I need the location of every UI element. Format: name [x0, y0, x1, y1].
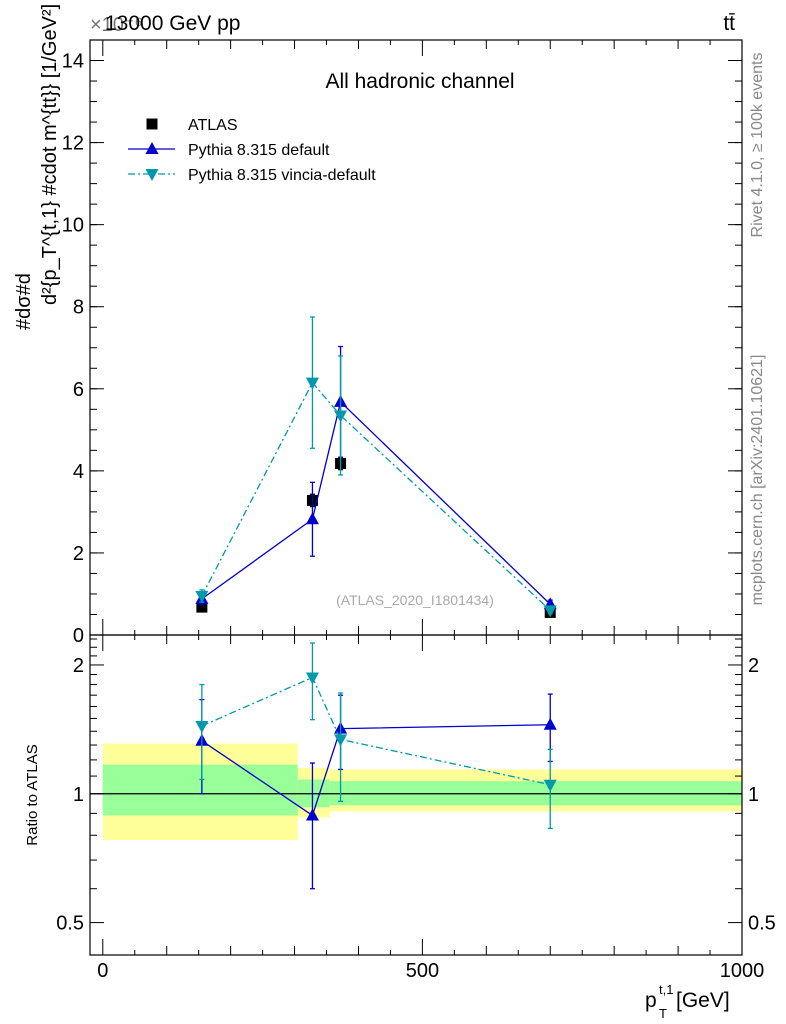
x-tick-label: 0 — [97, 960, 108, 982]
main-y-tick-label: 12 — [62, 133, 84, 155]
series-2-ratio-point — [305, 672, 319, 685]
exponent-label: ×10⁻⁶ — [90, 14, 143, 36]
main-ylabel-line2: d²{p_T^{t,1} #cdot m^{tt}} [1/GeV²] — [39, 4, 61, 305]
series-2-ratio-line — [201, 676, 551, 786]
ratio-y-tick-label: 2 — [73, 655, 84, 677]
series-2-ratio-point — [195, 721, 209, 734]
legend-label-0: ATLAS — [188, 117, 238, 134]
series-2-main-point — [334, 410, 348, 423]
main-y-tick-label: 2 — [73, 543, 84, 565]
x-tick-label: 1000 — [720, 960, 765, 982]
ratio-axes: 0 500 1000 0.5 0.5 1 1 2 2 — [56, 635, 776, 982]
main-y-tick-label: 0 — [73, 625, 84, 647]
series-0-main-point — [196, 601, 208, 613]
main-y-axis-title: #dσ#d — [13, 273, 35, 330]
xlabel-unit: [GeV] — [676, 989, 730, 1012]
series-2-ratio-point — [334, 734, 348, 747]
main-y-tick-label: 8 — [73, 297, 84, 319]
series-1-ratio-line — [201, 724, 551, 817]
mcplots-label: mcplots.cern.ch [arXiv:2401.10621] — [749, 355, 766, 606]
ratio-frame — [89, 634, 743, 956]
process-label: tt̄ — [723, 12, 735, 35]
legend-label-2: Pythia 8.315 vincia-default — [188, 167, 376, 184]
main-y-tick-label: 4 — [73, 461, 84, 483]
series-2-main-line — [201, 381, 551, 611]
legend-marker-2 — [145, 169, 159, 181]
main-series — [195, 316, 557, 618]
series-1-main-line — [201, 400, 551, 605]
ratio-y-tick-label: 0.5 — [56, 913, 84, 935]
x-tick-label: 500 — [406, 960, 439, 982]
series-2-main-point — [195, 591, 209, 604]
series-2-main-point — [305, 377, 319, 390]
main-y-tick-label: 14 — [62, 51, 84, 73]
series-1-ratio-point — [543, 717, 557, 730]
rivet-label: Rivet 4.1.0, ≥ 100k events — [749, 53, 766, 238]
ratio-y-axis-title: Ratio to ATLAS — [24, 744, 41, 845]
analysis-id-label: (ATLAS_2020_I1801434) — [336, 592, 494, 608]
ratio-y-tick-label-right: 0.5 — [748, 913, 776, 935]
ratio-y-tick-label-right: 2 — [748, 655, 759, 677]
legend-marker-1 — [145, 142, 159, 154]
legend-label-1: Pythia 8.315 default — [188, 142, 330, 159]
xlabel-sub: T — [659, 1006, 667, 1021]
legend: ATLAS Pythia 8.315 default Pythia 8.315 vi… — [128, 117, 376, 184]
ratio-uncertainty-bands — [102, 743, 742, 840]
series-2-ratio-point — [543, 779, 557, 792]
inner-band-0 — [102, 764, 298, 816]
series-2-main-point — [543, 605, 557, 618]
main-y-tick-label: 10 — [62, 215, 84, 237]
series-1-ratio-point — [305, 808, 319, 821]
main-axes: 0 2 4 6 8 10 12 14 — [62, 39, 743, 647]
series-1-main-point — [305, 512, 319, 525]
xlabel-main: p — [645, 989, 657, 1012]
energy-label: 13000 GeV pp — [105, 12, 240, 35]
legend-marker-0 — [146, 118, 158, 130]
ratio-y-tick-label: 1 — [73, 784, 84, 806]
plot-frames — [89, 39, 743, 956]
main-y-axis-title-2: d²{p_T^{t,1} #cdot m^{tt}} [1/GeV²] — [39, 4, 61, 305]
main-ylabel-line1: #dσ#d — [13, 273, 35, 330]
channel-label: All hadronic channel — [325, 70, 514, 93]
main-y-tick-label: 6 — [73, 379, 84, 401]
x-axis-title: p T t,1 [GeV] — [645, 982, 730, 1021]
xlabel-sup: t,1 — [659, 982, 673, 997]
ratio-y-tick-label-right: 1 — [748, 784, 759, 806]
ratio-series — [195, 642, 557, 890]
